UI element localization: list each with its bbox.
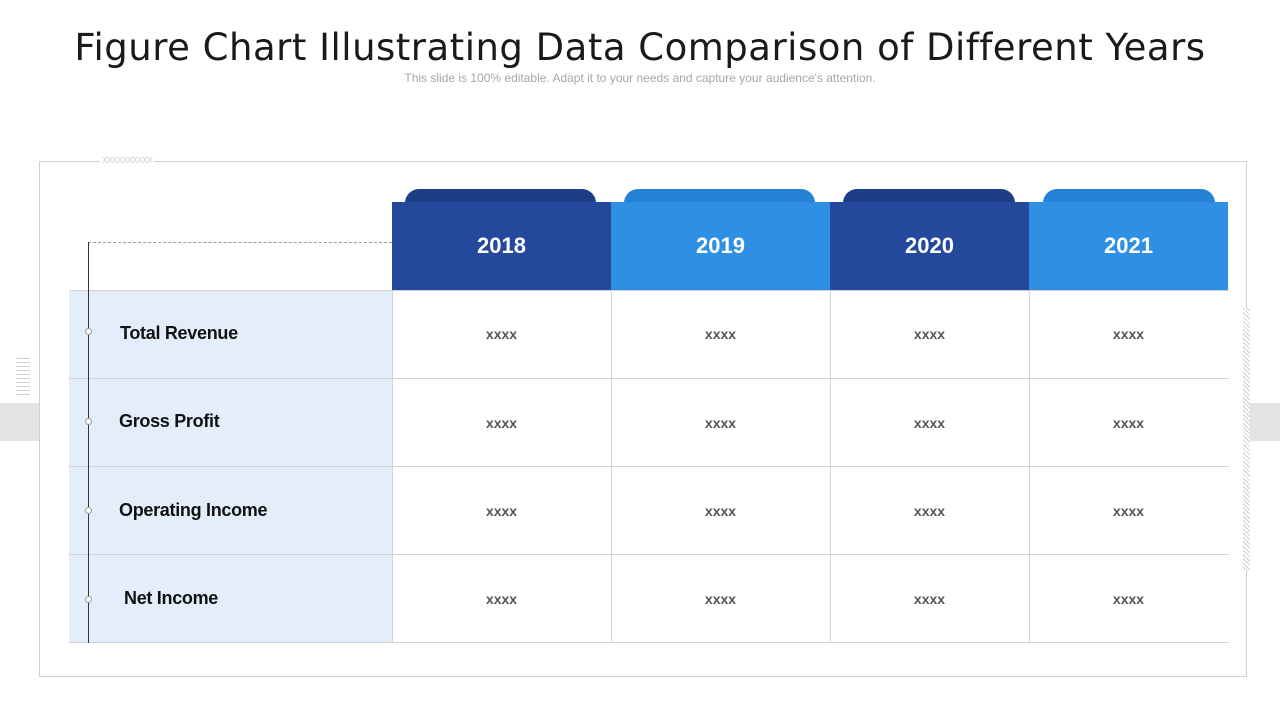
column-divider [392, 290, 393, 643]
year-header-2021: 2021 [1029, 202, 1228, 290]
column-divider [611, 290, 612, 643]
timeline-dashed-connector [88, 242, 392, 243]
table-cell: xxxx [704, 415, 737, 431]
year-header-2020: 2020 [830, 202, 1029, 290]
table-cell: xxxx [704, 591, 737, 607]
row-label-operating-income: Operating Income [119, 500, 268, 520]
timeline-dot [85, 418, 92, 425]
decoration-marks: xxxxxxxxxx [100, 152, 154, 166]
year-header-2019: 2019 [611, 202, 830, 290]
table-cell: xxxx [1112, 591, 1145, 607]
timeline-line [88, 242, 89, 643]
table-cell: xxxx [1112, 415, 1145, 431]
table-cell: xxxx [1112, 503, 1145, 519]
column-divider [830, 290, 831, 643]
timeline-dot [85, 328, 92, 335]
row-divider [69, 378, 1229, 379]
row-divider [69, 554, 1229, 555]
slide-subtitle: This slide is 100% editable. Adapt it to… [404, 71, 876, 85]
slide-title: Figure Chart Illustrating Data Compariso… [74, 26, 1206, 69]
timeline-dot [85, 507, 92, 514]
year-header-2018: 2018 [392, 202, 611, 290]
table-cell: xxxx [913, 503, 946, 519]
column-divider [1029, 290, 1030, 643]
table-cell: xxxx [485, 591, 518, 607]
side-hatch-right [1243, 308, 1250, 572]
table-cell: xxxx [485, 415, 518, 431]
side-lines-left [16, 358, 30, 398]
timeline-dot [85, 596, 92, 603]
row-label-net-income: Net Income [124, 588, 219, 608]
table-cell: xxxx [1112, 326, 1145, 342]
row-divider [69, 642, 1229, 643]
row-divider [69, 466, 1229, 467]
table-cell: xxxx [913, 326, 946, 342]
table-cell: xxxx [913, 591, 946, 607]
table-cell: xxxx [704, 326, 737, 342]
table-cell: xxxx [485, 326, 518, 342]
table-cell: xxxx [913, 415, 946, 431]
table-cell: xxxx [485, 503, 518, 519]
row-label-total-revenue: Total Revenue [120, 323, 238, 343]
row-divider [69, 290, 1229, 291]
row-label-gross-profit: Gross Profit [119, 411, 220, 431]
table-cell: xxxx [704, 503, 737, 519]
